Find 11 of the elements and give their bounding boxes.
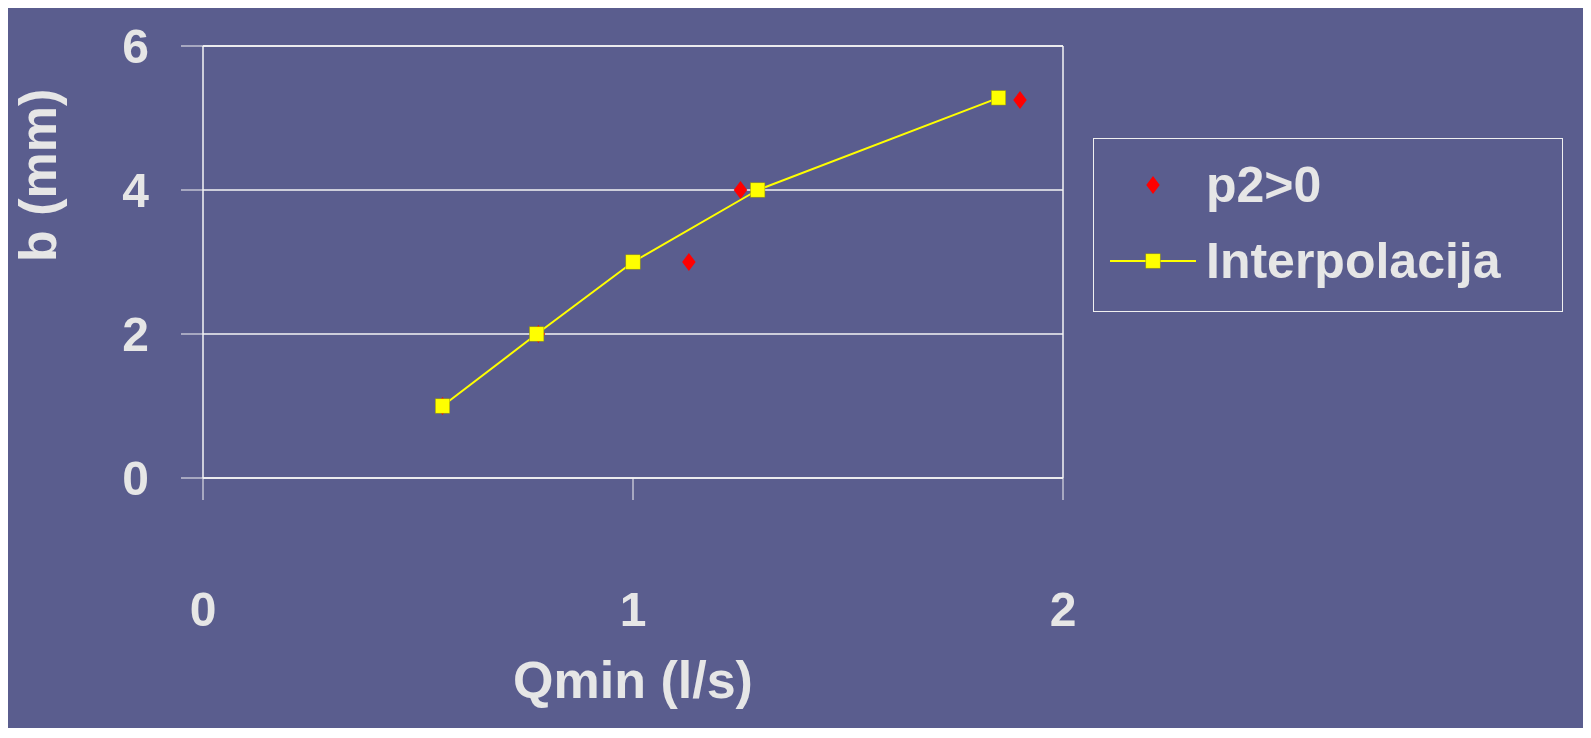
y-axis-title: b (mm) [9, 88, 68, 262]
x-tick-label: 0 [189, 583, 217, 637]
x-tick-label: 2 [1049, 583, 1077, 637]
y-tick-label: 4 [122, 164, 150, 218]
legend-label: p2>0 [1206, 156, 1322, 214]
y-tick-label: 2 [122, 308, 149, 362]
y-tick-label: 6 [122, 20, 149, 74]
x-tick-label: 1 [619, 583, 647, 637]
legend-label: Interpolacija [1206, 232, 1501, 290]
x-axis-title: Qmin (l/s) [513, 651, 753, 709]
y-tick-label: 0 [122, 452, 149, 506]
